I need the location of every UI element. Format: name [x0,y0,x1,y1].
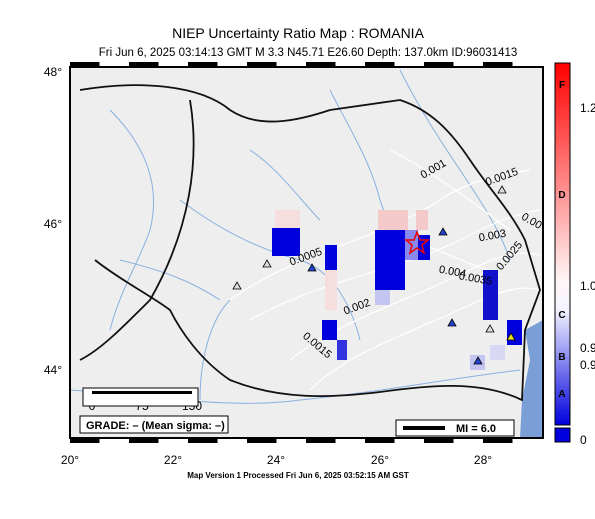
grade-letter: D [558,190,565,201]
colorbar [554,62,571,426]
map-area: 0.001 0.00150.00050.0030.00250.000.0020.0… [70,67,543,438]
frame-segment [483,62,513,67]
frame-segment [247,438,277,443]
magnitude-box: MI = 6.0 [456,423,496,435]
frame-segment [483,438,513,443]
contour-label: 0.003 [478,228,507,245]
frame-segment [365,62,395,67]
frame-segment [306,438,336,443]
colorbar-tick: 0.9 [580,358,595,372]
colorbar-tick: 1.0 [580,279,595,293]
frame-segment [424,62,454,67]
lon-label: 28° [474,453,492,467]
lat-label: 48° [44,65,62,79]
frame-segment [129,438,159,443]
grid-cells [272,210,522,370]
frame-segment [188,62,218,67]
frame-segment [247,62,277,67]
frame-segment [306,62,336,67]
grade-letter: B [558,352,565,363]
contour-label: 0.004 [438,264,467,281]
grade-letter: A [558,389,565,400]
frame-segment [129,62,159,67]
colorbar-tick: 0.9 [580,341,595,355]
colorbar-tick: 0 [580,433,587,447]
frame-segment [70,438,100,443]
frame-segment [424,438,454,443]
frame-segment [365,438,395,443]
lon-label: 22° [164,453,182,467]
frame-segment [70,62,100,67]
grade-note: GRADE: – (Mean sigma: –) [86,420,225,432]
colorbar-tick: 1.2 [580,101,595,115]
title: NIEP Uncertainty Ratio Map : ROMANIA [172,25,424,41]
grade-letter: C [558,310,565,321]
lon-label: 20° [61,453,79,467]
lon-label: 24° [267,453,285,467]
stations [232,185,516,365]
frame-segment [188,438,218,443]
contour-label: 0.0035 [458,270,493,288]
lat-label: 44° [44,363,62,377]
grade-letter: F [559,80,565,91]
footer: Map Version 1 Processed Fri Jun 6, 2025 … [187,471,409,480]
epicenter [403,229,431,255]
lat-label: 46° [44,217,62,231]
lon-label: 26° [371,453,389,467]
subtitle: Fri Jun 6, 2025 03:14:13 GMT M 3.3 N45.7… [99,47,518,59]
